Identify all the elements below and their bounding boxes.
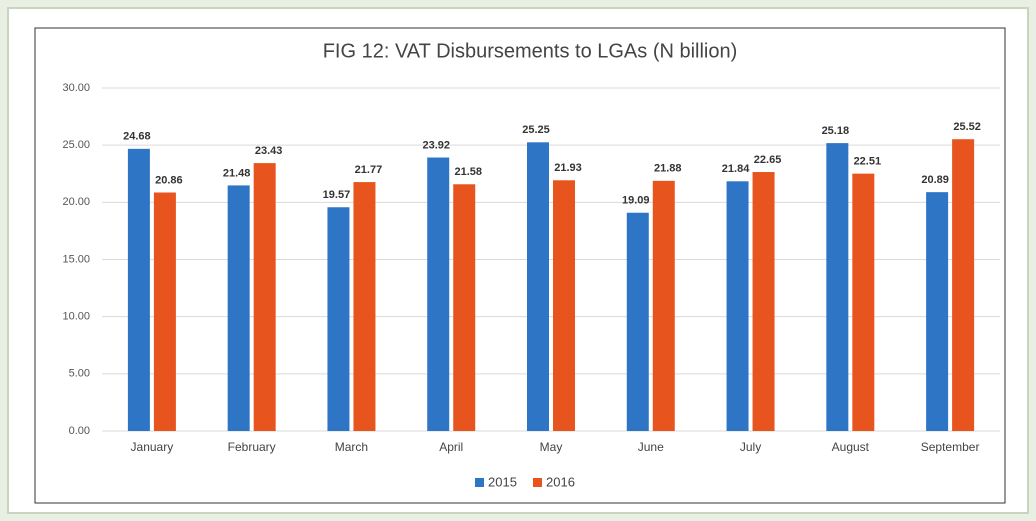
bar: [453, 184, 476, 431]
value-label: 20.86: [155, 174, 183, 186]
value-label: 25.18: [822, 125, 850, 137]
legend-label: 2016: [546, 474, 575, 489]
legend-swatch: [475, 478, 484, 487]
bar: [726, 181, 749, 431]
value-label: 23.92: [422, 139, 450, 151]
y-tick-label: 20.00: [62, 196, 90, 208]
value-label: 21.88: [654, 163, 682, 175]
value-label: 25.52: [953, 121, 981, 133]
bar: [127, 148, 150, 432]
x-tick-label: May: [540, 440, 563, 454]
bar: [826, 143, 849, 431]
legend-swatch: [533, 478, 542, 487]
bar: [926, 192, 949, 431]
value-label: 22.51: [854, 156, 882, 168]
y-tick-label: 25.00: [62, 139, 90, 151]
x-tick-label: June: [638, 440, 664, 454]
value-label: 21.48: [223, 167, 251, 179]
value-label: 21.93: [554, 162, 582, 174]
bar: [752, 172, 775, 431]
x-tick-label: September: [921, 440, 980, 454]
y-tick-label: 30.00: [62, 82, 90, 94]
bar: [952, 139, 975, 432]
value-label: 24.68: [123, 131, 151, 143]
x-tick-label: February: [228, 440, 276, 454]
bar: [427, 157, 450, 432]
bar: [327, 207, 350, 431]
chart-title: FIG 12: VAT Disbursements to LGAs (N bil…: [323, 40, 738, 62]
value-label: 20.89: [921, 174, 949, 186]
bar: [626, 212, 649, 431]
legend-label: 2015: [488, 474, 517, 489]
value-label: 21.77: [355, 164, 383, 176]
bar: [227, 185, 250, 431]
value-label: 19.57: [323, 189, 351, 201]
x-tick-label: April: [439, 440, 463, 454]
bar: [652, 180, 675, 431]
y-tick-label: 15.00: [62, 253, 90, 265]
bar: [852, 173, 875, 431]
x-tick-label: January: [131, 440, 174, 454]
value-label: 21.84: [722, 163, 750, 175]
bar: [553, 180, 575, 431]
y-tick-label: 5.00: [69, 368, 90, 380]
y-tick-label: 10.00: [62, 311, 90, 323]
value-label: 21.58: [454, 166, 482, 178]
x-tick-label: March: [335, 440, 368, 454]
bar: [527, 142, 549, 431]
x-tick-label: August: [832, 440, 870, 454]
value-label: 19.09: [622, 195, 650, 207]
x-tick-label: July: [740, 440, 761, 454]
value-label: 22.65: [754, 154, 782, 166]
value-label: 25.25: [522, 124, 550, 136]
bar: [353, 182, 376, 431]
value-label: 23.43: [255, 145, 283, 157]
bar: [253, 163, 276, 431]
bar: [153, 192, 176, 431]
y-tick-label: 0.00: [69, 425, 90, 437]
